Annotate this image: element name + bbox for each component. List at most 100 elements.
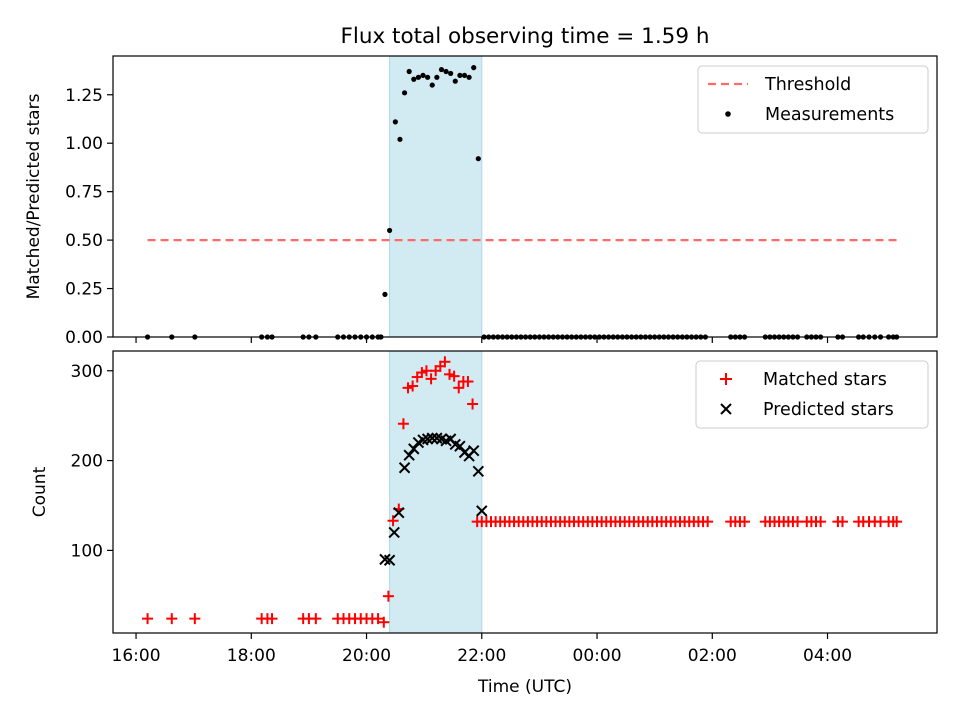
matched-stars-series [142,356,903,628]
matched-star-point [387,515,399,527]
measurement-point [382,291,388,297]
x-tick-label: 18:00 [227,646,276,666]
matched-star-point [378,616,390,628]
count-plot-frame [112,350,938,634]
measurement-point [401,90,408,96]
measurement-point [420,72,426,78]
x-tick-label: 20:00 [342,646,391,666]
x-tick-label: 22:00 [457,646,506,666]
x-tick-label: 02:00 [688,646,737,666]
count-y-axis-label: Count [30,466,50,517]
matched-star-point [467,398,479,410]
predicted-star-point [476,505,488,517]
measurement-point [406,68,412,75]
matched-star-point [439,356,451,368]
predicted-star-point [403,449,415,461]
predicted-star-point [472,465,485,478]
count-axes: 100 200 300 16:00 18:00 20:00 22:00 00:00 02:00… [30,350,938,697]
matched-star-point [425,373,437,385]
matched-star-point [397,418,409,430]
count-y-ticks: 100 200 300 [71,362,113,561]
measurement-point [429,82,435,88]
legend-measurements-label: Measurements [765,105,894,125]
count-shaded-interval [389,350,483,634]
ratio-y-tick-label: 1.00 [65,134,103,154]
ratio-y-tick-label: 0.25 [65,280,103,300]
ratio-shaded-interval [389,55,483,338]
ratio-y-tick-label: 0.00 [65,328,103,348]
ratio-legend: Threshold Measurements [697,65,929,134]
predicted-star-point [454,440,466,452]
legend-matched-label: Matched stars [763,370,887,390]
matched-star-point [836,516,848,528]
count-x-ticks: 16:00 18:00 20:00 22:00 00:00 02:00 04:00 [112,633,852,666]
measurement-point [392,119,398,125]
ratio-legend-box [697,65,929,134]
count-y-tick-label: 300 [71,362,103,382]
predicted-star-point [408,443,420,455]
measurement-point [386,227,393,234]
predicted-star-point [393,506,405,519]
predicted-star-point [383,554,396,566]
predicted-star-point [468,444,480,457]
ratio-y-tick-label: 1.25 [65,86,103,106]
x-tick-label: 16:00 [112,646,161,666]
predicted-star-point [388,526,400,539]
chart-title: Flux total observing time = 1.59 h [341,24,710,49]
measurement-point [397,136,403,142]
matched-star-point [891,516,903,528]
predicted-stars-series [379,432,488,566]
matched-star-point [266,613,278,625]
ratio-y-ticks: 0.00 0.25 0.50 0.75 1.00 1.25 [65,86,113,348]
matched-star-point [702,516,714,528]
measurement-point [452,78,458,84]
matched-star-point [310,613,322,625]
x-tick-label: 00:00 [573,646,622,666]
measurement-point [475,156,481,162]
matched-star-point [448,370,460,382]
ratio-y-axis-label: Matched/Predicted stars [24,93,44,299]
predicted-star-point [398,462,411,474]
measurement-point [466,74,472,80]
matched-star-point [462,376,474,388]
measurement-point [471,65,477,71]
matched-star-point [815,516,827,528]
matched-star-point [189,613,201,625]
matched-star-point [739,516,751,528]
ratio-plot-frame [112,55,938,338]
legend-matched-swatch [720,373,732,385]
matched-star-point [142,613,154,625]
matched-star-point [407,380,419,392]
count-y-tick-label: 200 [71,452,103,472]
legend-threshold-label: Threshold [764,75,851,95]
measurement-point [415,74,421,80]
matched-star-point [420,365,432,377]
count-legend-box [695,360,929,429]
matched-star-point [792,516,804,528]
ratio-axes: 0.00 0.25 0.50 0.75 1.00 1.25 Matched/Predict… [24,55,938,348]
x-axis-label: Time (UTC) [477,677,572,697]
matched-star-point [382,590,394,602]
legend-predicted-label: Predicted stars [763,400,894,420]
measurement-point [457,72,463,78]
measurement-point [425,74,431,80]
legend-measurements-swatch [725,111,731,117]
measurement-point [438,66,445,73]
matched-star-point [372,613,384,625]
ratio-x-ticks [135,337,829,343]
measurement-point [461,72,468,78]
measurement-point [448,70,454,77]
x-tick-label: 04:00 [803,646,852,666]
matched-star-point [166,613,178,625]
measurement-point [443,68,449,75]
legend-predicted-swatch [720,403,732,415]
count-y-tick-label: 100 [71,541,103,561]
matched-star-point [453,382,465,394]
measurement-point [411,76,417,82]
count-legend: Matched stars Predicted stars [695,360,929,429]
ratio-y-tick-label: 0.50 [65,231,103,251]
ratio-y-tick-label: 0.75 [65,183,103,203]
measurement-point [434,74,440,80]
predicted-star-point [426,432,438,444]
